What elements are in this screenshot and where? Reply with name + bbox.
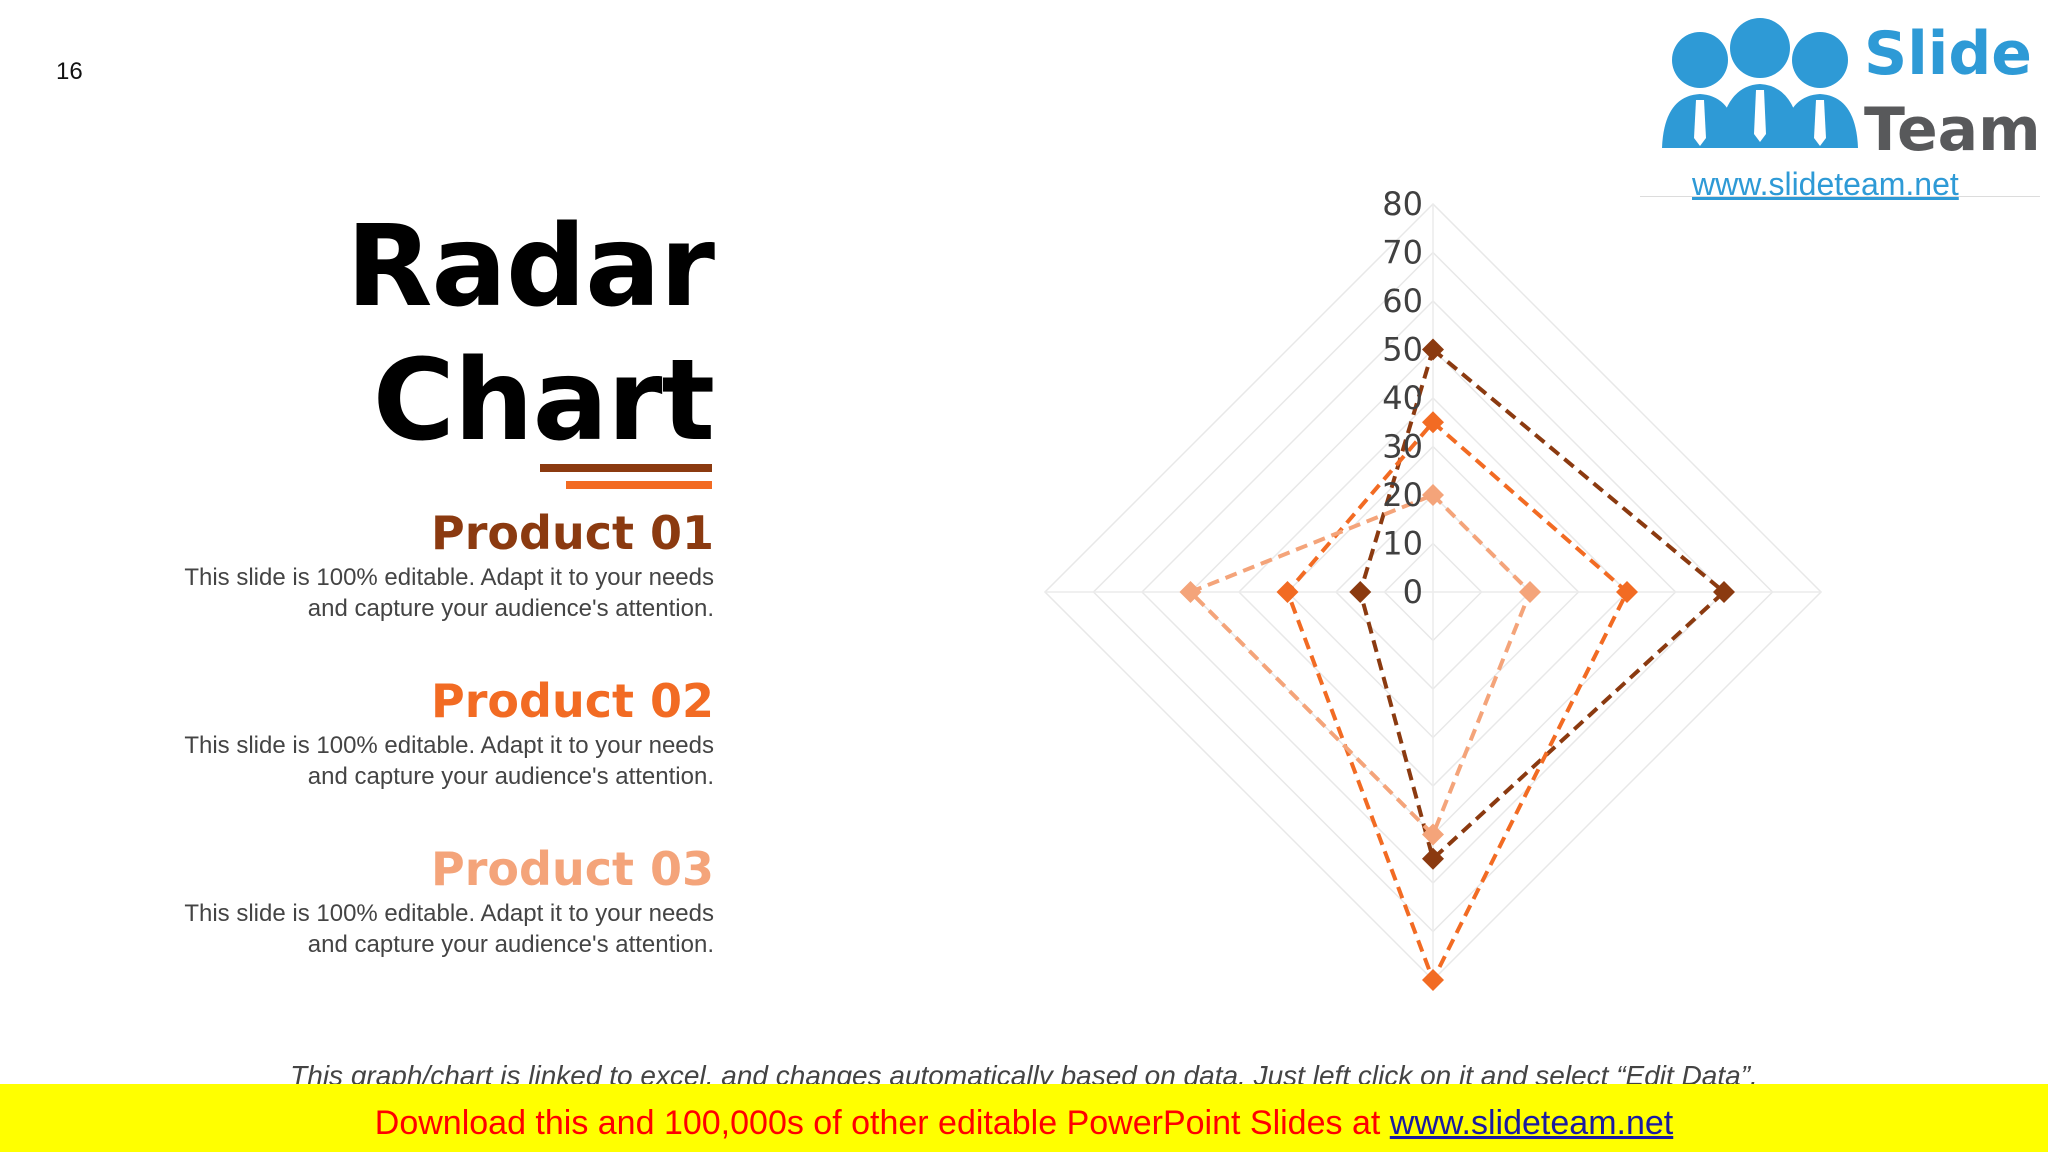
data-point-product-02 <box>1276 581 1299 603</box>
data-point-product-01 <box>1422 847 1444 870</box>
series-line-product-03 <box>1186 492 1533 839</box>
radar-chart[interactable]: 0 10 20 30 40 50 60 70 80 <box>1000 180 1880 1020</box>
slide-title: Radar Chart <box>346 200 715 468</box>
title-line-1: Radar <box>346 202 715 332</box>
title-line-2: Chart <box>372 336 715 466</box>
radar-tick-label: 40 <box>1382 379 1423 417</box>
logo-word-slide: Slide <box>1864 19 2032 89</box>
page-number: 16 <box>56 58 83 85</box>
product-02-desc-line-2: and capture your audience's attention. <box>307 763 714 790</box>
product-02-title: Product 02 <box>431 674 714 728</box>
product-01-title: Product 01 <box>431 506 714 560</box>
data-point-product-03 <box>1422 484 1444 506</box>
data-point-product-02 <box>1422 411 1444 434</box>
series-line-product-01 <box>1358 346 1728 863</box>
data-point-product-02 <box>1616 581 1638 603</box>
title-underline-light <box>566 481 712 489</box>
logo-url-link[interactable]: www.slideteam.net <box>1692 166 1959 202</box>
product-03-block: Product 03 This slide is 100% editable. … <box>74 842 714 960</box>
data-point-product-02 <box>1422 969 1444 991</box>
product-01-desc-line-1: This slide is 100% editable. Adapt it to… <box>184 564 714 591</box>
radar-tick-label: 30 <box>1382 428 1423 466</box>
radar-tick-label: 10 <box>1382 525 1423 563</box>
series-line-product-02 <box>1285 419 1630 985</box>
data-point-product-01 <box>1422 338 1444 361</box>
radar-tick-label: 70 <box>1382 234 1423 272</box>
download-banner-link[interactable]: www.slideteam.net <box>1389 1104 1674 1142</box>
product-03-title: Product 03 <box>431 842 714 896</box>
data-point-product-01 <box>1349 581 1372 603</box>
title-underline-dark <box>540 464 712 472</box>
radar-tick-label: 20 <box>1382 476 1423 514</box>
radar-tick-label: 60 <box>1382 282 1423 320</box>
product-01-description: This slide is 100% editable. Adapt it to… <box>74 562 714 624</box>
product-02-block: Product 02 This slide is 100% editable. … <box>74 674 714 792</box>
slideteam-logo[interactable]: Slide Team www.slideteam.net <box>1640 0 2041 202</box>
data-point-product-03 <box>1422 823 1444 846</box>
product-02-desc-line-1: This slide is 100% editable. Adapt it to… <box>184 732 714 759</box>
product-01-desc-line-2: and capture your audience's attention. <box>307 595 714 622</box>
product-03-description: This slide is 100% editable. Adapt it to… <box>74 898 714 960</box>
radar-tick-label: 50 <box>1382 331 1423 369</box>
team-people-icon <box>1662 18 1858 148</box>
download-banner-text: Download this and 100,000s of other edit… <box>374 1104 1390 1142</box>
product-02-description: This slide is 100% editable. Adapt it to… <box>74 730 714 792</box>
logo-word-team: Team <box>1864 95 2041 165</box>
product-03-desc-line-1: This slide is 100% editable. Adapt it to… <box>184 900 714 927</box>
radar-tick-label: 0 <box>1403 573 1423 611</box>
product-03-desc-line-2: and capture your audience's attention. <box>307 931 714 958</box>
data-point-product-03 <box>1519 581 1541 603</box>
radar-tick-label: 80 <box>1382 185 1423 223</box>
data-point-product-03 <box>1179 581 1202 603</box>
product-01-block: Product 01 This slide is 100% editable. … <box>74 506 714 624</box>
download-banner[interactable]: Download this and 100,000s of other edit… <box>0 1084 2048 1152</box>
data-point-product-01 <box>1713 581 1735 603</box>
